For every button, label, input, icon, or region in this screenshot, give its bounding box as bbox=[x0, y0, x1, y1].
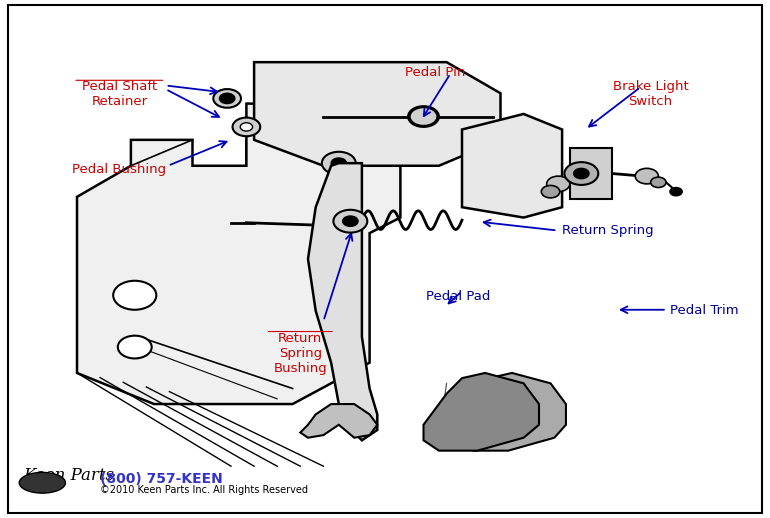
Text: Brake Light
Switch: Brake Light Switch bbox=[613, 80, 688, 108]
Text: Pedal Pad: Pedal Pad bbox=[426, 290, 490, 303]
Circle shape bbox=[635, 168, 658, 184]
Bar bbox=[570, 148, 612, 199]
Circle shape bbox=[118, 336, 152, 358]
Polygon shape bbox=[254, 62, 500, 166]
Circle shape bbox=[574, 168, 589, 179]
Circle shape bbox=[343, 216, 358, 226]
Circle shape bbox=[408, 106, 439, 127]
Bar bbox=[346, 98, 424, 119]
Circle shape bbox=[219, 93, 235, 104]
Circle shape bbox=[410, 107, 437, 126]
Text: Keen Parts: Keen Parts bbox=[23, 467, 114, 484]
Circle shape bbox=[233, 118, 260, 136]
Circle shape bbox=[240, 123, 253, 131]
Circle shape bbox=[331, 158, 347, 168]
Circle shape bbox=[113, 281, 156, 310]
Ellipse shape bbox=[19, 472, 65, 493]
Text: Pedal Trim: Pedal Trim bbox=[670, 304, 738, 318]
Circle shape bbox=[333, 210, 367, 233]
Text: Return Spring: Return Spring bbox=[562, 224, 654, 237]
Polygon shape bbox=[458, 373, 566, 451]
Circle shape bbox=[670, 188, 682, 196]
Text: (800) 757-KEEN: (800) 757-KEEN bbox=[100, 472, 223, 486]
Text: Pedal Bushing: Pedal Bushing bbox=[72, 163, 166, 176]
Polygon shape bbox=[424, 373, 539, 451]
Circle shape bbox=[213, 89, 241, 108]
Polygon shape bbox=[462, 114, 562, 218]
Polygon shape bbox=[77, 104, 400, 404]
Text: Pedal Shaft
Retainer: Pedal Shaft Retainer bbox=[82, 80, 157, 108]
Circle shape bbox=[547, 176, 570, 192]
Circle shape bbox=[322, 152, 356, 175]
Circle shape bbox=[651, 177, 666, 188]
Text: ©2010 Keen Parts Inc. All Rights Reserved: ©2010 Keen Parts Inc. All Rights Reserve… bbox=[100, 484, 308, 495]
Circle shape bbox=[541, 185, 560, 198]
Circle shape bbox=[564, 162, 598, 185]
Polygon shape bbox=[300, 404, 377, 438]
Text: Return
Spring
Bushing: Return Spring Bushing bbox=[273, 332, 327, 375]
Text: Pedal Pin: Pedal Pin bbox=[405, 66, 465, 79]
Polygon shape bbox=[308, 163, 377, 440]
